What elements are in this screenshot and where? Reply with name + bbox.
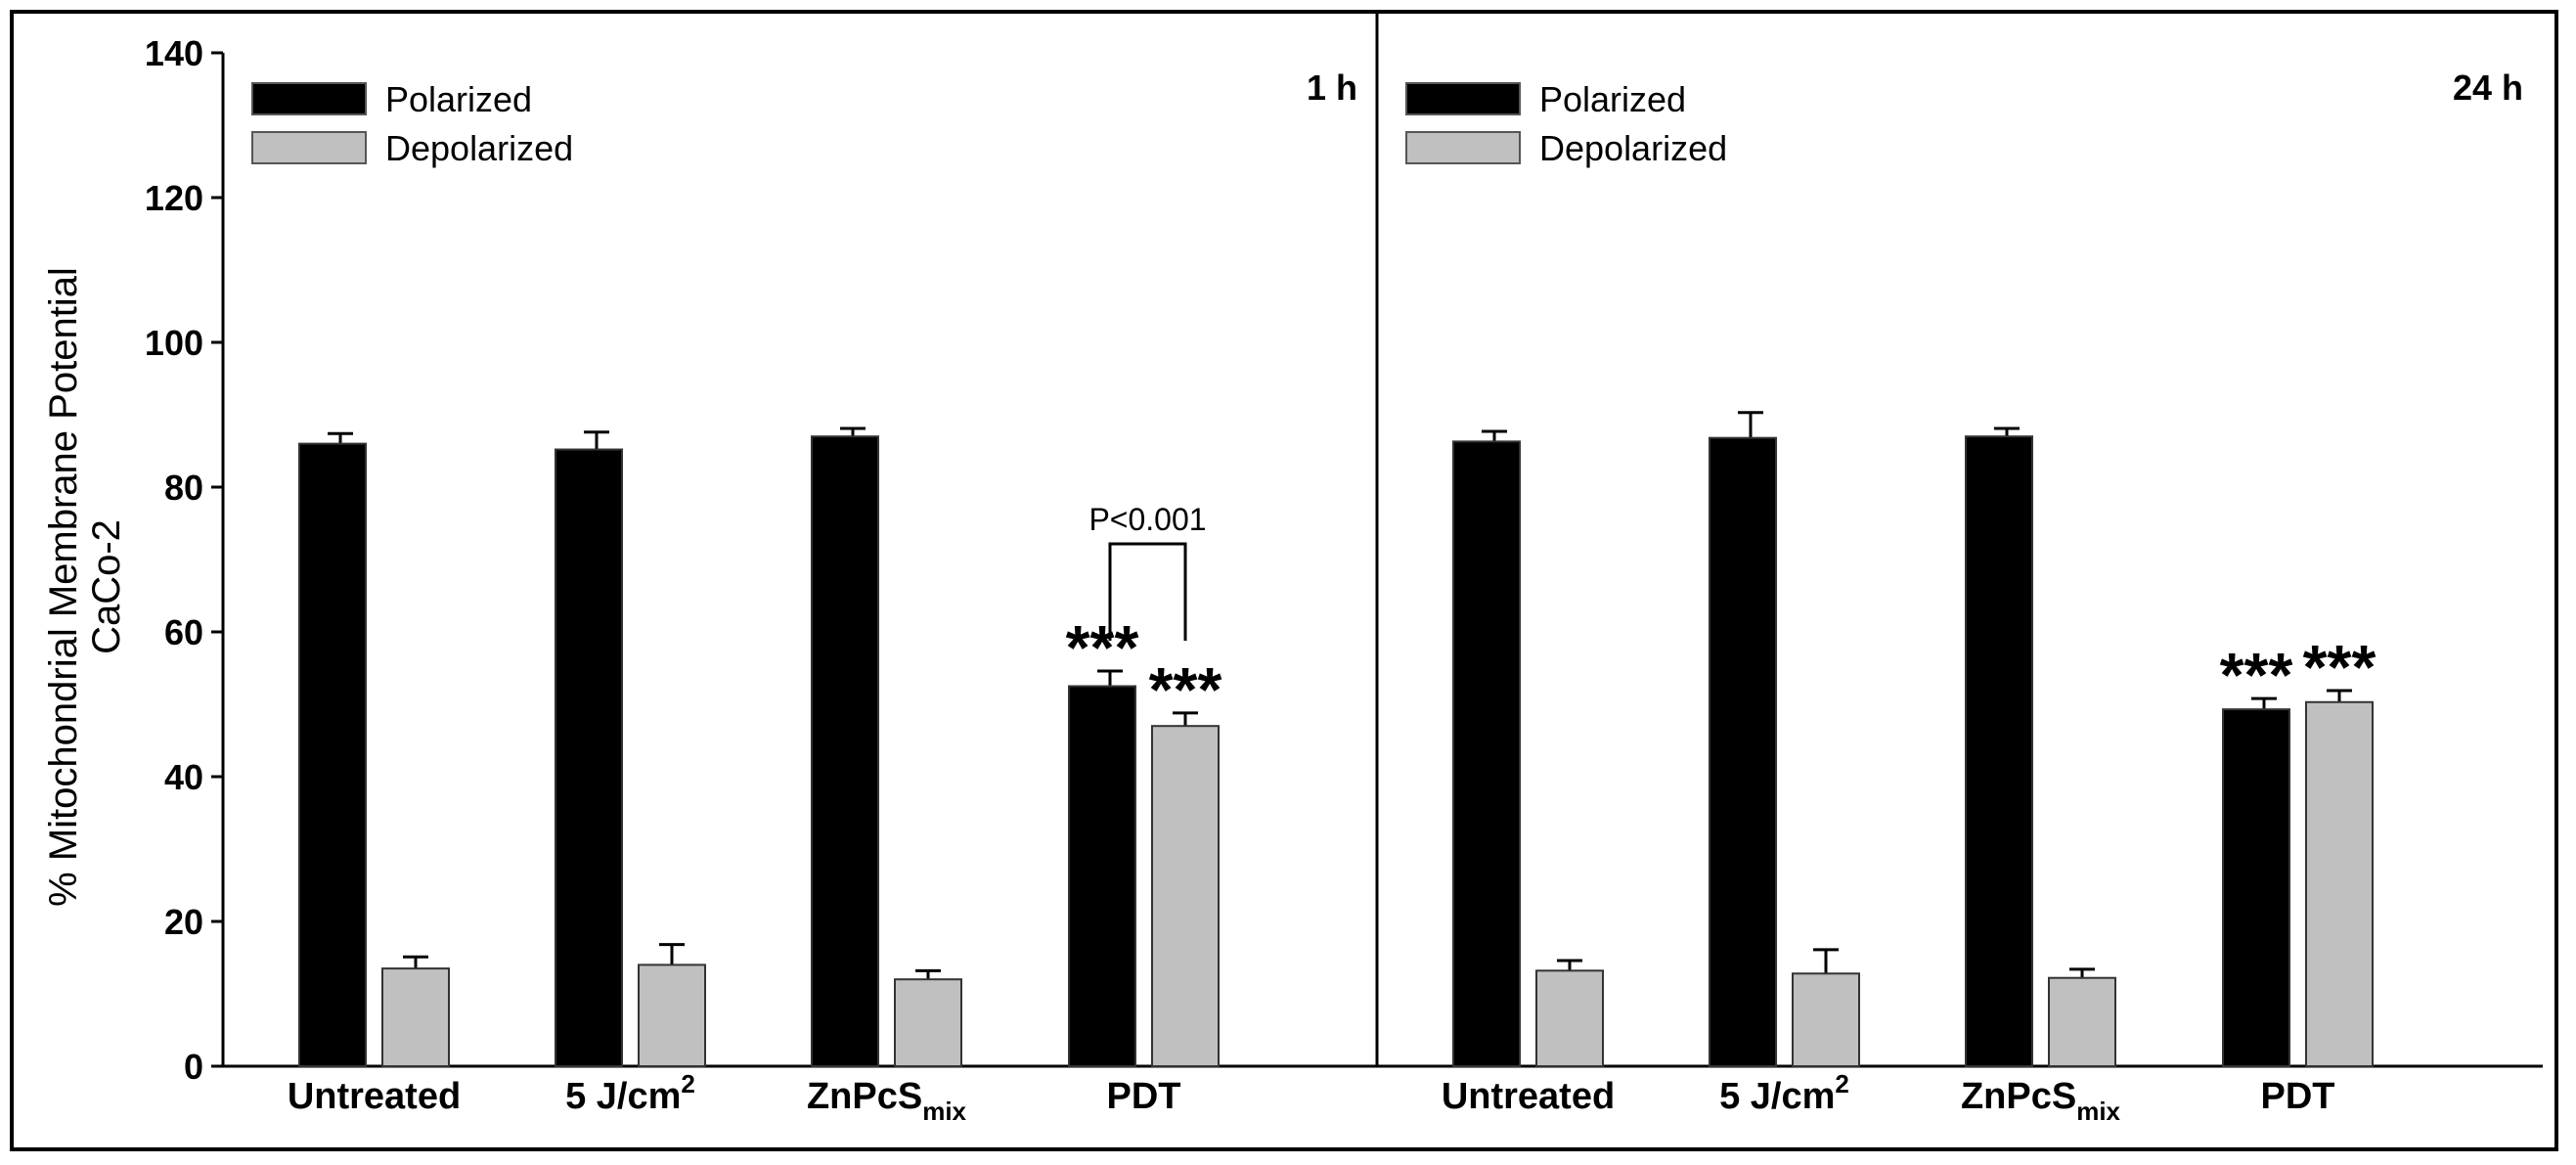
legend-swatch-polarized-24h — [1405, 82, 1521, 115]
y-axis-label: % Mitochondrial Membrane Potential — [42, 267, 85, 907]
legend-label-polarized-1h: Polarized — [385, 79, 532, 119]
legend-swatch-depolarized-24h — [1405, 131, 1521, 164]
legend-swatch-polarized-1h — [251, 82, 367, 115]
y-axis-title: % Mitochondrial Membrane Potential CaCo-… — [42, 267, 128, 907]
y-tick-label-60: 60 — [164, 612, 203, 652]
bar-polarized-2-24h — [1965, 435, 2033, 1067]
bar-depolarized-0-24h — [1535, 969, 1604, 1068]
x-tick-label-1-24h: 5 J/cm2 — [1719, 1069, 1849, 1117]
significance-polarized-3-1h: *** — [1066, 612, 1139, 683]
bar-depolarized-3-24h — [2305, 700, 2374, 1068]
x-tick-label-1-1h: 5 J/cm2 — [565, 1069, 695, 1117]
panel-time-label-24h: 24 h — [2453, 67, 2523, 108]
x-tick-label-2-1h: ZnPcSmix — [807, 1076, 967, 1126]
y-tick-label-0: 0 — [184, 1047, 203, 1087]
legend-label-depolarized-24h: Depolarized — [1539, 128, 1727, 168]
x-tick-label-text: ZnPcS — [1961, 1076, 2076, 1117]
bar-polarized-1-24h — [1709, 436, 1777, 1067]
bar-depolarized-0-1h — [381, 967, 450, 1067]
x-tick-label-superscript: 2 — [681, 1069, 694, 1098]
y-tick-label-20: 20 — [164, 902, 203, 942]
y-tick-label-80: 80 — [164, 468, 203, 508]
bar-polarized-3-24h — [2222, 708, 2290, 1067]
x-tick-label-3-1h: PDT — [1107, 1076, 1181, 1117]
bar-depolarized-3-1h — [1151, 725, 1220, 1067]
y-axis-label-cell-line: CaCo-2 — [85, 519, 128, 654]
comparison-label-1h: P<0.001 — [1088, 502, 1206, 537]
x-tick-label-0-24h: Untreated — [1442, 1076, 1615, 1117]
x-tick-label-2-24h: ZnPcSmix — [1961, 1076, 2121, 1126]
bar-depolarized-2-24h — [2048, 976, 2116, 1067]
x-tick-label-text: PDT — [1107, 1076, 1181, 1117]
comparison-bracket-1h — [1108, 542, 1187, 641]
x-tick-label-3-24h: PDT — [2261, 1076, 2335, 1117]
y-tick-label-40: 40 — [164, 757, 203, 797]
y-tick-label-100: 100 — [145, 323, 203, 363]
legend-swatch-depolarized-1h — [251, 131, 367, 164]
x-tick-label-subscript: mix — [2076, 1097, 2120, 1126]
significance-polarized-3-24h: *** — [2220, 640, 2293, 710]
x-tick-label-superscript: 2 — [1835, 1069, 1848, 1098]
bar-depolarized-1-24h — [1792, 972, 1860, 1068]
x-tick-label-text: 5 J/cm — [565, 1076, 681, 1117]
significance-depolarized-3-24h: *** — [2303, 632, 2376, 702]
panel-time-label-1h: 1 h — [1307, 67, 1357, 108]
legend-label-depolarized-1h: Depolarized — [385, 128, 573, 168]
x-tick-label-0-1h: Untreated — [288, 1076, 461, 1117]
bar-polarized-0-24h — [1452, 440, 1521, 1067]
legend-label-polarized-24h: Polarized — [1539, 79, 1686, 119]
bar-polarized-2-1h — [811, 435, 879, 1067]
bar-depolarized-1-1h — [638, 963, 706, 1068]
x-tick-label-text: Untreated — [1442, 1076, 1615, 1117]
x-tick-label-text: ZnPcS — [807, 1076, 922, 1117]
plot-area: 0 20 40 60 80 100 120 140 1 h Polarized Depolarize… — [145, 14, 2543, 1126]
x-tick-label-text: 5 J/cm — [1719, 1076, 1835, 1117]
bar-polarized-3-1h — [1068, 685, 1136, 1067]
x-tick-label-text: PDT — [2261, 1076, 2335, 1117]
y-tick-label-120: 120 — [145, 178, 203, 218]
figure-frame — [10, 10, 2558, 1151]
significance-depolarized-3-1h: *** — [1149, 654, 1222, 725]
bar-polarized-0-1h — [298, 442, 367, 1068]
x-tick-label-subscript: mix — [922, 1097, 966, 1126]
bar-depolarized-2-1h — [894, 978, 962, 1068]
y-tick-label-140: 140 — [145, 33, 203, 73]
x-tick-label-text: Untreated — [288, 1076, 461, 1117]
bar-polarized-1-1h — [555, 448, 623, 1067]
